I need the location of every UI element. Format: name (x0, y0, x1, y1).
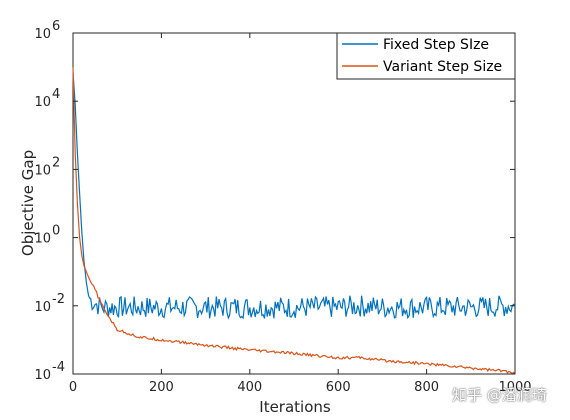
x-tick-label-1: 200 (149, 380, 174, 395)
legend-label-fixed: Fixed Step SIze (383, 37, 489, 53)
x-tick-label-2: 400 (237, 380, 262, 395)
y-tick-exponent-5: 6 (52, 19, 60, 34)
y-tick-exponent-0: -4 (52, 360, 65, 375)
watermark: 知乎 @潘润琦 (452, 386, 547, 404)
y-tick-label-0: 10 (34, 368, 51, 383)
series-layer (72, 67, 516, 375)
legend-box (336, 32, 516, 80)
series-line-1 (72, 67, 516, 375)
y-tick-label-3: 10 (34, 163, 51, 178)
x-tick-label-4: 800 (414, 380, 439, 395)
x-axis-label: Iterations (259, 398, 331, 416)
y-tick-exponent-3: 2 (52, 155, 60, 170)
x-tick-label-3: 600 (326, 380, 351, 395)
y-tick-exponent-2: 0 (52, 224, 60, 239)
y-tick-label-4: 10 (34, 95, 51, 110)
series-line-0 (72, 72, 516, 320)
y-tick-label-1: 10 (34, 300, 51, 315)
plot-area (72, 32, 516, 375)
x-tick-label-5: 1000 (498, 380, 531, 395)
x-tick-label-0: 0 (69, 380, 77, 395)
legend-label-variant: Variant Step Size (383, 59, 502, 75)
y-tick-label-5: 10 (34, 27, 51, 42)
y-tick-label-2: 10 (34, 232, 51, 247)
y-tick-exponent-4: 4 (52, 87, 60, 102)
plot-border (72, 32, 516, 375)
legend: Fixed Step SIze Variant Step Size (336, 32, 516, 80)
y-axis-label: Objective Gap (19, 150, 37, 256)
y-tick-exponent-1: -2 (52, 292, 65, 307)
